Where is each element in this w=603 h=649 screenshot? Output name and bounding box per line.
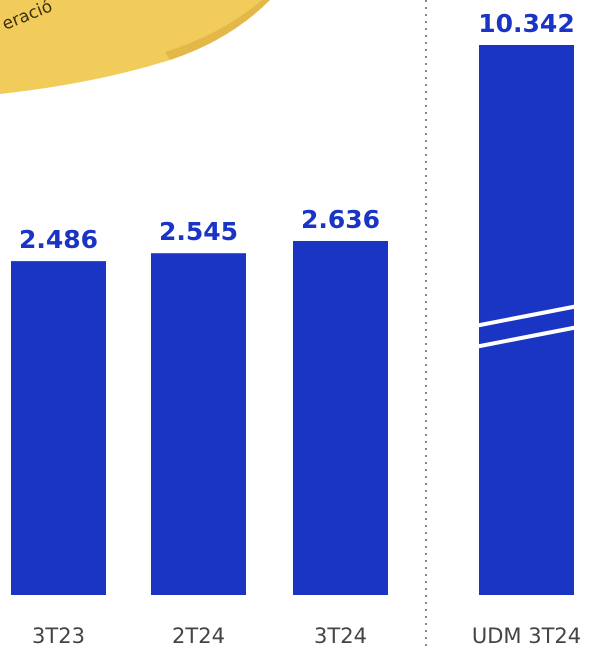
bar-2t24 [151, 253, 246, 596]
bars-group: 2.486 3T23 2.545 2T24 2.636 3T24 10.342 UDM 3T2… [11, 9, 581, 648]
category-label-udm-3t24: UDM 3T24 [472, 624, 581, 648]
category-label-2t24: 2T24 [172, 624, 225, 648]
value-label-3t24: 2.636 [301, 205, 380, 234]
value-label-udm-3t24: 10.342 [478, 9, 574, 38]
category-label-3t23: 3T23 [32, 624, 85, 648]
bar-3t23 [11, 261, 106, 595]
bar-udm-3t24 [479, 45, 574, 595]
axis-break-mark [474, 304, 579, 349]
bar-3t24 [293, 240, 388, 595]
value-label-2t24: 2.545 [159, 217, 238, 246]
sticky-note: eració [0, 0, 270, 94]
value-label-3t23: 2.486 [19, 225, 98, 254]
category-label-3t24: 3T24 [314, 624, 367, 648]
